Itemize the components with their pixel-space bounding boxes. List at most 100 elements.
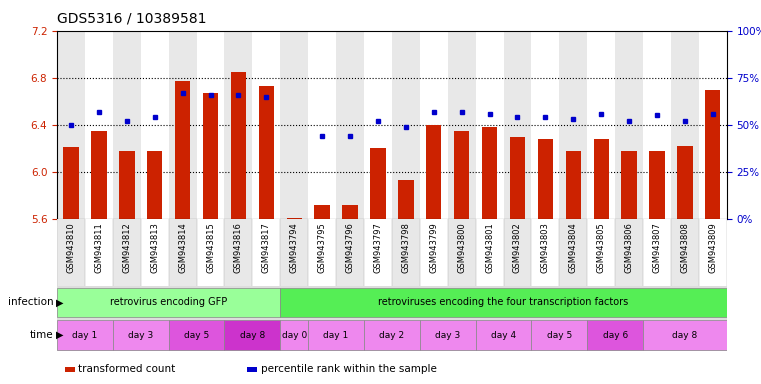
Text: retroviruses encoding the four transcription factors: retroviruses encoding the four transcrip… [378, 297, 629, 308]
Text: GSM943800: GSM943800 [457, 222, 466, 273]
Text: GSM943805: GSM943805 [597, 222, 606, 273]
Text: day 5: day 5 [546, 331, 572, 339]
Text: GSM943808: GSM943808 [680, 222, 689, 273]
Bar [308, 31, 336, 219]
Bar [224, 31, 253, 219]
Bar [392, 31, 420, 219]
Bar [538, 139, 553, 219]
Text: day 3: day 3 [128, 331, 154, 339]
Bar [476, 320, 531, 350]
Bar [705, 89, 721, 219]
Bar [587, 31, 615, 219]
Bar [615, 31, 643, 219]
Bar [559, 219, 587, 286]
Bar [447, 31, 476, 219]
Bar [426, 125, 441, 219]
Bar [587, 320, 643, 350]
Bar [314, 205, 330, 219]
Bar [504, 219, 531, 286]
Bar [420, 320, 476, 350]
Bar [615, 219, 643, 286]
Bar [147, 151, 162, 219]
Text: GSM943799: GSM943799 [429, 222, 438, 273]
Text: GSM943795: GSM943795 [317, 222, 326, 273]
Text: retrovirus encoding GFP: retrovirus encoding GFP [110, 297, 228, 308]
Text: GSM943796: GSM943796 [345, 222, 355, 273]
Bar [169, 320, 224, 350]
Bar [482, 127, 497, 219]
Bar [454, 131, 470, 219]
Text: day 8: day 8 [240, 331, 265, 339]
Bar [677, 146, 693, 219]
Bar [224, 219, 253, 286]
Text: GDS5316 / 10389581: GDS5316 / 10389581 [57, 12, 206, 25]
Bar [280, 320, 308, 350]
Bar [57, 219, 85, 286]
Text: GSM943809: GSM943809 [708, 222, 718, 273]
Bar [364, 31, 392, 219]
Bar [476, 219, 504, 286]
Text: GSM943797: GSM943797 [374, 222, 383, 273]
Bar [253, 31, 280, 219]
Text: day 0: day 0 [282, 331, 307, 339]
Bar [196, 31, 224, 219]
Bar [594, 139, 609, 219]
Text: day 8: day 8 [672, 331, 698, 339]
Bar [420, 31, 447, 219]
Bar [259, 86, 274, 219]
Bar [280, 31, 308, 219]
Bar [671, 219, 699, 286]
Text: ▶: ▶ [56, 297, 64, 308]
Bar [113, 31, 141, 219]
Text: day 6: day 6 [603, 331, 628, 339]
Text: ▶: ▶ [56, 330, 64, 340]
Bar [699, 31, 727, 219]
Text: GSM943815: GSM943815 [206, 222, 215, 273]
Bar [141, 31, 169, 219]
Bar [113, 320, 169, 350]
Bar [63, 147, 78, 219]
Text: GSM943802: GSM943802 [513, 222, 522, 273]
Bar [622, 151, 637, 219]
Bar [308, 320, 364, 350]
Text: GSM943817: GSM943817 [262, 222, 271, 273]
Bar [643, 31, 671, 219]
Text: GSM943810: GSM943810 [66, 222, 75, 273]
Bar [531, 320, 587, 350]
Bar [392, 219, 420, 286]
Text: GSM943811: GSM943811 [94, 222, 103, 273]
Bar [224, 320, 280, 350]
Text: day 1: day 1 [323, 331, 349, 339]
Text: day 3: day 3 [435, 331, 460, 339]
Bar [371, 148, 386, 219]
Bar [253, 219, 280, 286]
Bar [531, 31, 559, 219]
Bar [280, 288, 727, 317]
Text: day 5: day 5 [184, 331, 209, 339]
Bar [113, 219, 141, 286]
Text: GSM943801: GSM943801 [485, 222, 494, 273]
Text: GSM943804: GSM943804 [568, 222, 578, 273]
Bar [280, 219, 308, 286]
Bar [57, 288, 280, 317]
Text: GSM943812: GSM943812 [123, 222, 132, 273]
Bar [141, 219, 169, 286]
Bar [175, 81, 190, 219]
Text: GSM943794: GSM943794 [290, 222, 299, 273]
Bar [336, 219, 364, 286]
Text: day 1: day 1 [72, 331, 97, 339]
Text: day 2: day 2 [379, 331, 405, 339]
Bar [231, 72, 246, 219]
Bar [643, 219, 671, 286]
Text: GSM943807: GSM943807 [652, 222, 661, 273]
Bar [364, 219, 392, 286]
Bar [342, 205, 358, 219]
Bar [169, 219, 196, 286]
Bar [91, 131, 107, 219]
Bar [57, 320, 113, 350]
Bar [287, 218, 302, 219]
Bar [336, 31, 364, 219]
Bar [531, 219, 559, 286]
Bar [699, 219, 727, 286]
Bar [587, 219, 615, 286]
